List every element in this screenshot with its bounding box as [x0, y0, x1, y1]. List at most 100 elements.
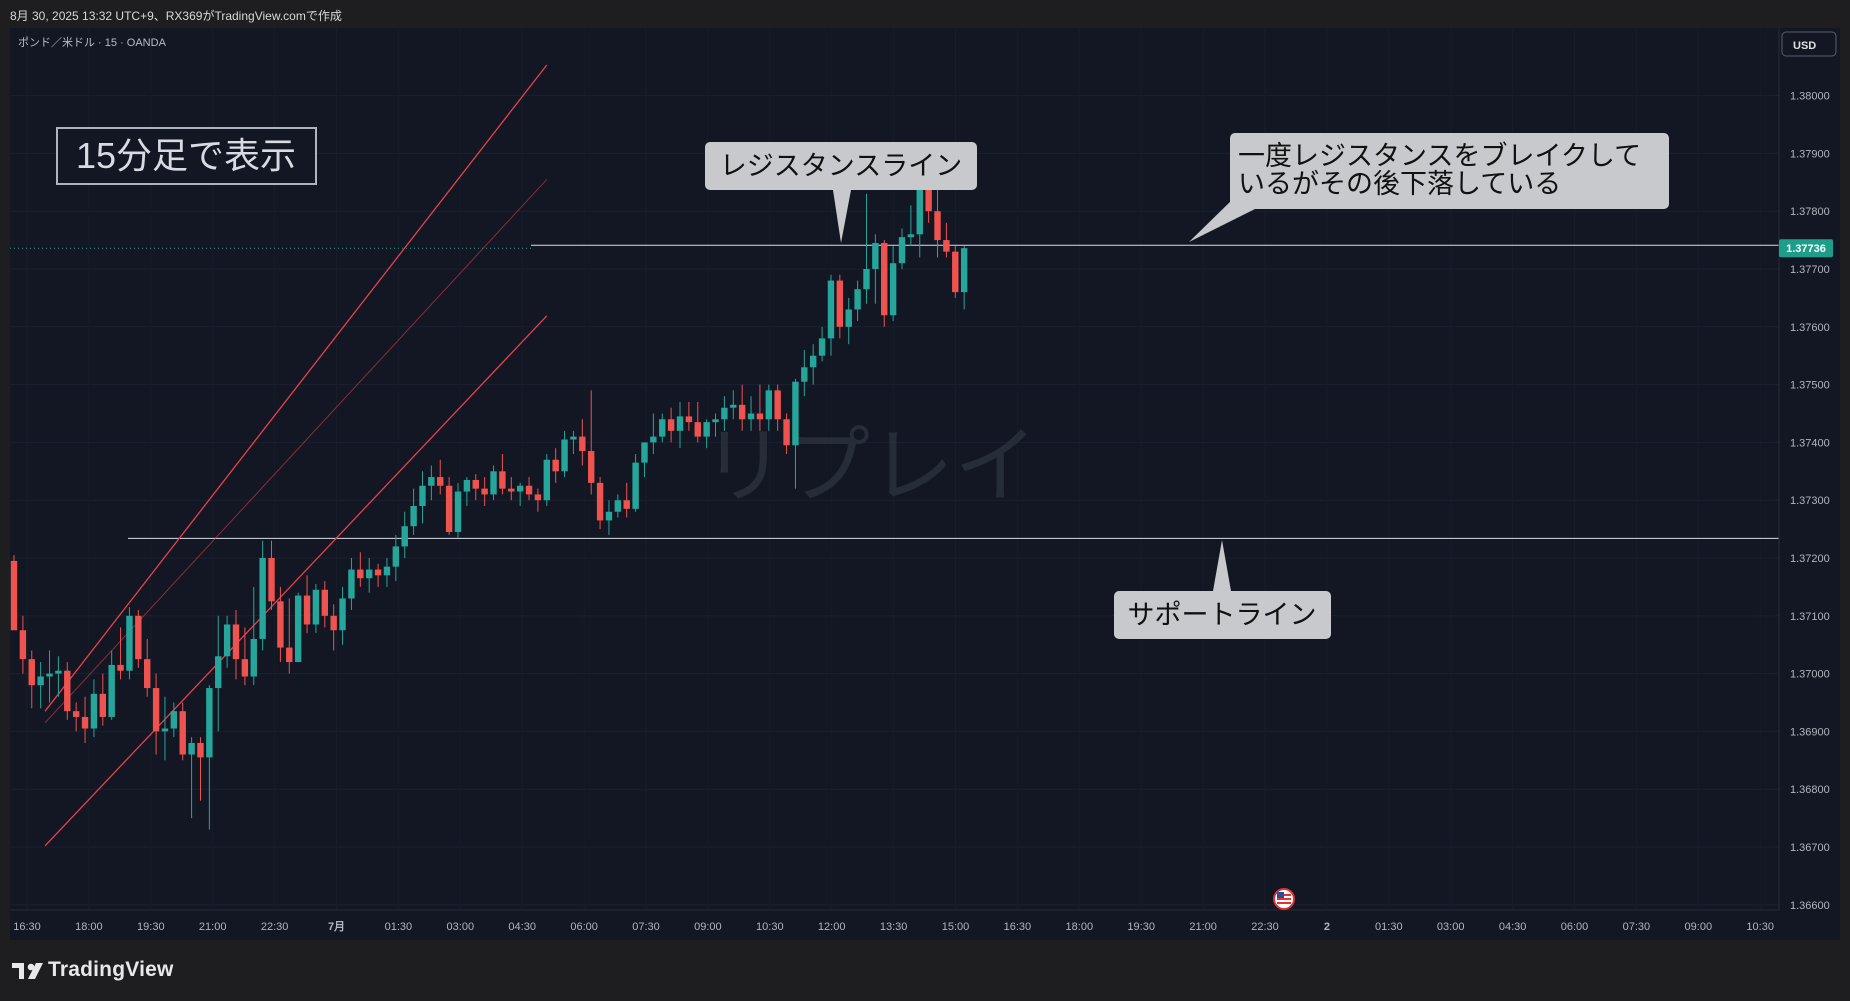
candle [161, 696, 169, 761]
candle-body [37, 676, 44, 686]
time-axis[interactable]: 16:30 18:00 19:30 21:00 22:30 7月 01:30 03:00 04:… [10, 909, 1779, 933]
chart-caption: 8月 30, 2025 13:32 UTC+9、RX369がTradingVie… [10, 9, 342, 23]
candle-body [508, 488, 515, 492]
candle-body [747, 413, 755, 420]
candle [232, 610, 240, 680]
candle-body [738, 404, 746, 420]
support-callout: サポートライン [1114, 540, 1331, 639]
time-tick-label: 21:00 [199, 921, 227, 933]
candle [366, 558, 373, 593]
candle-body [792, 381, 799, 446]
candle [774, 384, 781, 431]
candle-body [28, 659, 35, 686]
candle [152, 673, 160, 755]
tradingview-logo-icon[interactable] [12, 959, 46, 985]
candle [348, 558, 355, 611]
resistance-callout: レジスタンスライン [705, 142, 977, 243]
candle [303, 575, 311, 634]
candle-body [99, 693, 106, 717]
candle-body [117, 664, 124, 671]
candle-body [170, 711, 178, 729]
symbol-label[interactable]: ポンド／米ドル · 15 · OANDA [18, 36, 167, 49]
time-tick-label: 10:30 [756, 921, 784, 933]
price-tick-label: 1.36900 [1790, 726, 1830, 738]
candle-body [81, 716, 89, 729]
candle [588, 390, 595, 495]
currency-button[interactable]: USD [1781, 31, 1837, 57]
time-tick-label: 2 [1324, 921, 1330, 933]
candle [783, 413, 790, 454]
channel-lower-line [44, 315, 548, 847]
candle-body [152, 688, 160, 732]
candle-body [259, 558, 266, 639]
candle-body [366, 569, 373, 579]
currency-button-label[interactable]: USD [1793, 40, 1816, 52]
price-tick-label: 1.37700 [1790, 264, 1830, 276]
candle-body [836, 280, 844, 327]
price-axis[interactable]: 1.38000 1.37900 1.37800 1.37700 1.37600 1.375… [1778, 28, 1830, 912]
candle [756, 384, 764, 431]
candle-body [215, 656, 222, 689]
time-tick-label: 12:00 [818, 921, 846, 933]
candle-body [650, 436, 657, 443]
candle [579, 419, 586, 466]
candle-body [46, 673, 53, 677]
time-tick-label: 01:30 [1375, 921, 1403, 933]
candle-body [401, 526, 408, 547]
candle-body [437, 477, 444, 486]
time-tick-label: 07:30 [1623, 921, 1651, 933]
candle-body [321, 589, 328, 616]
time-tick-label: 13:30 [880, 921, 908, 933]
candle-body [605, 511, 613, 521]
candle [55, 656, 62, 697]
candle [676, 401, 684, 449]
price-tick-label: 1.37500 [1790, 380, 1830, 392]
candle [623, 482, 630, 518]
candle-body [667, 419, 675, 431]
header-bar: 8月 30, 2025 13:32 UTC+9、RX369がTradingVie… [0, 0, 1850, 28]
candle-body [90, 693, 98, 729]
candle [445, 477, 453, 535]
candle-body [756, 413, 764, 420]
price-tick-label: 1.38000 [1790, 91, 1830, 103]
time-tick-label: 03:00 [447, 921, 475, 933]
candle-body [676, 416, 684, 431]
candle-body [19, 630, 27, 660]
candle-body [614, 500, 622, 512]
candle-body [863, 269, 870, 290]
candle [223, 615, 231, 668]
candle [170, 702, 178, 738]
time-tick-label: 16:30 [1004, 921, 1032, 933]
us-flag-icon[interactable] [1273, 888, 1295, 910]
candle [694, 401, 701, 443]
candle [241, 627, 249, 686]
candle-body [818, 338, 826, 356]
candle [463, 477, 471, 506]
candle-body [303, 595, 311, 625]
candle-body [703, 422, 710, 437]
candle [126, 607, 133, 680]
candle-body [357, 569, 364, 579]
candle-body [294, 595, 302, 663]
time-tick-label: 04:30 [1499, 921, 1527, 933]
current-price-label: 1.37736 [1786, 243, 1826, 255]
candle [703, 419, 710, 449]
tradingview-brand[interactable]: TradingView [48, 958, 174, 981]
candle-body [889, 263, 897, 316]
candle-body [925, 170, 932, 212]
candle-body [685, 416, 693, 423]
candle-body [623, 500, 630, 509]
candle [881, 240, 888, 327]
candle-body [543, 459, 550, 501]
candle-body [916, 170, 923, 235]
candle-body [596, 482, 604, 521]
candle [685, 401, 693, 431]
candle [250, 586, 257, 686]
candle-body [810, 355, 817, 368]
candle-body [481, 488, 488, 495]
candle-body [774, 390, 781, 420]
candle [472, 474, 479, 501]
time-tick-label: 7月 [328, 920, 345, 933]
candle-body [223, 624, 231, 657]
